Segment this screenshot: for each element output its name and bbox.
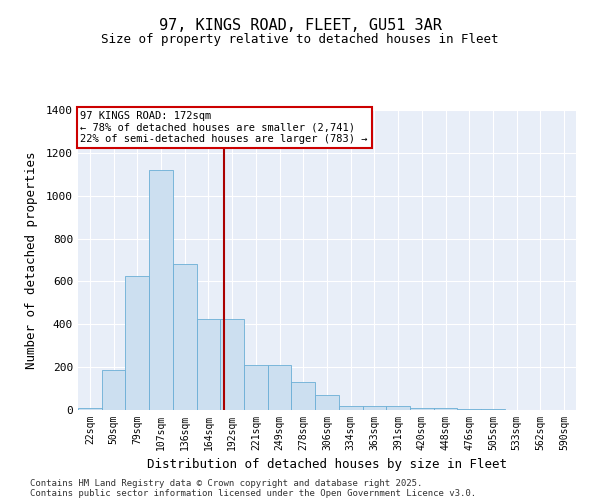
Bar xyxy=(268,365,292,410)
Text: Size of property relative to detached houses in Fleet: Size of property relative to detached ho… xyxy=(101,32,499,46)
Text: Contains HM Land Registry data © Crown copyright and database right 2025.: Contains HM Land Registry data © Crown c… xyxy=(30,478,422,488)
Bar xyxy=(362,406,386,410)
Bar xyxy=(102,370,125,410)
Text: Contains public sector information licensed under the Open Government Licence v3: Contains public sector information licen… xyxy=(30,488,476,498)
Bar xyxy=(244,365,268,410)
Text: 97, KINGS ROAD, FLEET, GU51 3AR: 97, KINGS ROAD, FLEET, GU51 3AR xyxy=(158,18,442,32)
Bar xyxy=(292,382,315,410)
X-axis label: Distribution of detached houses by size in Fleet: Distribution of detached houses by size … xyxy=(147,458,507,471)
Bar xyxy=(173,264,197,410)
Bar xyxy=(197,319,220,410)
Bar xyxy=(149,170,173,410)
Bar xyxy=(220,319,244,410)
Bar xyxy=(339,406,362,410)
Bar xyxy=(434,408,457,410)
Bar xyxy=(386,406,410,410)
Bar xyxy=(457,409,481,410)
Bar xyxy=(410,408,434,410)
Y-axis label: Number of detached properties: Number of detached properties xyxy=(25,151,38,369)
Bar xyxy=(125,276,149,410)
Bar xyxy=(315,395,339,410)
Bar xyxy=(78,408,102,410)
Text: 97 KINGS ROAD: 172sqm
← 78% of detached houses are smaller (2,741)
22% of semi-d: 97 KINGS ROAD: 172sqm ← 78% of detached … xyxy=(80,111,368,144)
